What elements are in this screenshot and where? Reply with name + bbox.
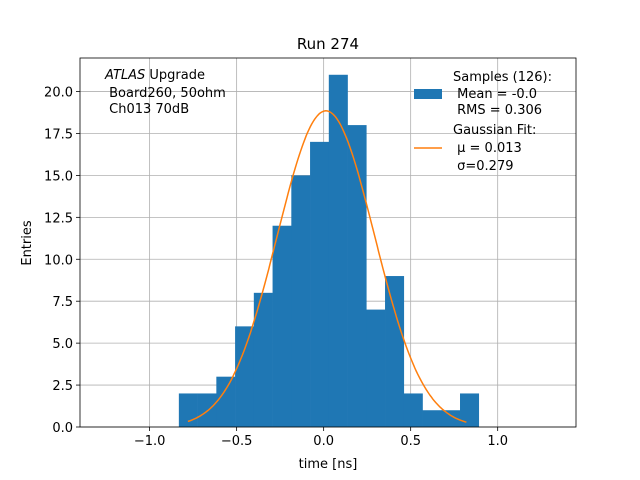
x-tick-label: 0.5 <box>400 434 421 449</box>
x-axis-ticks: −1.0 −0.5 0.0 0.5 1.0 <box>134 427 508 449</box>
x-tick-label: 1.0 <box>487 434 508 449</box>
histogram-bar <box>328 74 348 427</box>
x-tick-label: 0.0 <box>313 434 334 449</box>
legend: Samples (126): Mean = -0.0 RMS = 0.306 G… <box>414 70 552 174</box>
annotation-channel: Ch013 70dB <box>105 102 189 117</box>
y-tick-label: 15.0 <box>44 169 73 184</box>
annotation-upgrade: Upgrade <box>145 68 205 83</box>
annotation-atlas: ATLAS <box>104 68 145 83</box>
histogram-bar <box>422 410 442 427</box>
histogram-bar <box>272 225 292 427</box>
histogram-bar <box>291 175 311 427</box>
histogram-bar <box>216 376 236 427</box>
y-tick-label: 7.5 <box>52 295 73 310</box>
y-tick-label: 17.5 <box>44 127 73 142</box>
y-tick-label: 5.0 <box>52 337 73 352</box>
histogram-bar <box>366 309 386 427</box>
legend-samples-title: Samples (126): <box>453 70 552 85</box>
chart-title: Run 274 <box>297 35 359 53</box>
legend-fit-mu: μ = 0.013 <box>453 141 522 156</box>
histogram-bar <box>385 276 405 427</box>
histogram-bars <box>178 74 480 427</box>
x-axis-label: time [ns] <box>299 457 358 472</box>
svg-text:ATLAS Upgrade: ATLAS Upgrade <box>104 68 205 83</box>
histogram-bar <box>235 326 255 427</box>
histogram-bar <box>253 292 273 427</box>
y-tick-label: 10.0 <box>44 253 73 268</box>
legend-fit-sigma: σ=0.279 <box>453 159 513 174</box>
y-tick-label: 2.5 <box>52 379 73 394</box>
gaussian-fit-curve <box>187 110 467 423</box>
histogram-bar <box>310 141 330 427</box>
legend-samples-mean: Mean = -0.0 <box>453 87 537 102</box>
x-tick-label: −1.0 <box>134 434 166 449</box>
x-tick-label: −0.5 <box>221 434 253 449</box>
y-tick-label: 12.5 <box>44 211 73 226</box>
histogram-bar <box>403 393 423 427</box>
legend-fit-title: Gaussian Fit: <box>453 123 536 138</box>
histogram-bar <box>178 393 198 427</box>
histogram-bar <box>441 410 461 427</box>
y-axis-ticks: 0.0 2.5 5.0 7.5 10.0 12.5 15.0 17.5 20.0 <box>44 86 80 436</box>
y-tick-label: 0.0 <box>52 421 73 436</box>
y-axis-label: Entries <box>20 220 35 266</box>
histogram-bar <box>460 393 480 427</box>
annotation-board: Board260, 50ohm <box>105 86 226 101</box>
legend-samples-swatch <box>414 89 442 99</box>
annotation: ATLAS Upgrade Board260, 50ohm Ch013 70dB <box>104 68 226 117</box>
legend-samples-rms: RMS = 0.306 <box>453 103 542 118</box>
plot-frame <box>79 57 577 428</box>
histogram-bar <box>347 125 367 427</box>
y-tick-label: 20.0 <box>44 86 73 101</box>
